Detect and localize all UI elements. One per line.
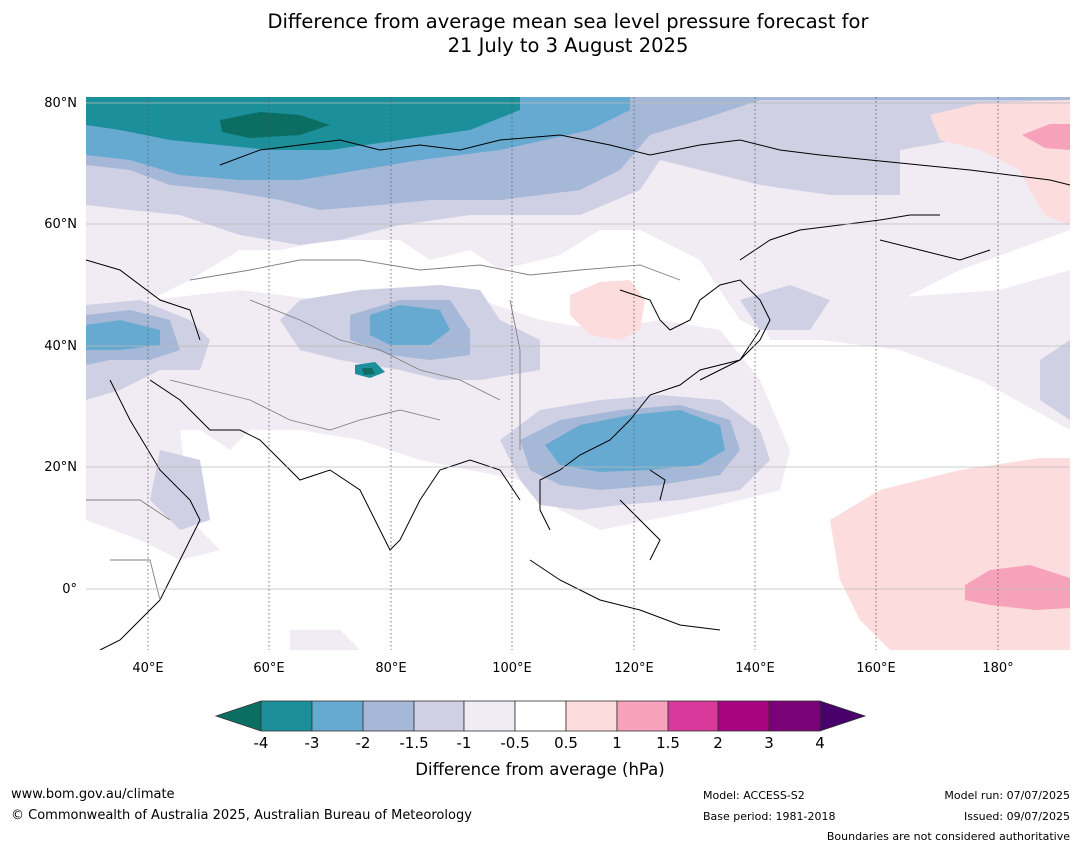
lat-tick-label: 60°N [44, 217, 77, 232]
title-line-1: Difference from average mean sea level p… [267, 10, 869, 33]
colorbar-swatch [667, 700, 719, 732]
chart-title: Difference from average mean sea level p… [0, 10, 1081, 58]
colorbar-swatch [362, 700, 415, 732]
colorbar-title: Difference from average (hPa) [415, 760, 664, 779]
colorbar-swatch [311, 700, 364, 732]
title-line-2: 21 July to 3 August 2025 [447, 34, 689, 57]
pressure-anomaly-map: 80°N 60°N 40°N 20°N 0° 40°E 60°E 80°E 10… [44, 96, 1070, 779]
colorbar-tick-label: -0.5 [500, 734, 529, 752]
colorbar-tick-labels: -4 -3 -2 -1.5 -1 -0.5 0.5 1 1.5 2 3 4 [254, 734, 825, 752]
colorbar-swatch [514, 700, 567, 732]
colorbar-swatch [717, 700, 770, 732]
colorbar-tick-label: 0.5 [554, 734, 578, 752]
colorbar-tick-label: 2 [713, 734, 723, 752]
lon-tick-label: 80°E [375, 661, 406, 676]
colorbar-tick-label: -1 [457, 734, 472, 752]
base-period-label: Base period: 1981-2018 [703, 810, 836, 823]
colorbar-swatch [616, 700, 669, 732]
lon-tick-label: 140°E [735, 661, 775, 676]
colorbar-swatch [413, 700, 465, 732]
colorbar-tick-label: -4 [254, 734, 269, 752]
lon-tick-label: 160°E [856, 661, 896, 676]
colorbar-tick-label: 4 [815, 734, 825, 752]
lon-tick-label: 60°E [253, 661, 284, 676]
lon-tick-label: 100°E [492, 661, 532, 676]
colorbar-swatch [768, 700, 821, 732]
lon-tick-label: 120°E [614, 661, 654, 676]
lat-tick-label: 20°N [44, 460, 77, 475]
colorbar-tick-label: -2 [356, 734, 371, 752]
longitude-tick-labels: 40°E 60°E 80°E 100°E 120°E 140°E 160°E 1… [132, 661, 1013, 676]
lat-tick-label: 80°N [44, 96, 77, 111]
colorbar-tick-label: 3 [764, 734, 774, 752]
anomaly-plus-1-region [965, 124, 1070, 610]
latitude-tick-labels: 80°N 60°N 40°N 20°N 0° [44, 96, 77, 597]
longitude-lines [147, 97, 999, 650]
country-borders [86, 259, 681, 601]
colorbar-high-extension [819, 700, 867, 732]
colorbar-tick-label: 1 [612, 734, 622, 752]
colorbar-tick-label: -1.5 [399, 734, 428, 752]
colorbar-swatch [463, 700, 516, 732]
colorbar-low-extension [214, 700, 262, 732]
latitude-lines [86, 102, 1070, 590]
colorbar-swatch [565, 700, 618, 732]
lat-tick-label: 0° [62, 582, 77, 597]
lat-tick-label: 40°N [44, 339, 77, 354]
model-run-label: Model run: 07/07/2025 [944, 789, 1070, 802]
colorbar [214, 700, 867, 732]
colorbar-swatch [260, 700, 313, 732]
website-link[interactable]: www.bom.gov.au/climate [11, 787, 175, 802]
lon-tick-label: 180° [982, 661, 1013, 676]
issued-date-label: Issued: 09/07/2025 [963, 810, 1070, 823]
graticule [86, 97, 1070, 650]
copyright-notice: © Commonwealth of Australia 2025, Austra… [11, 808, 472, 823]
colorbar-tick-label: 1.5 [656, 734, 680, 752]
map-panel [86, 97, 1070, 650]
boundaries-disclaimer: Boundaries are not considered authoritat… [826, 830, 1070, 843]
anomaly-below-minus-4-region [220, 112, 375, 375]
lon-tick-label: 40°E [132, 661, 163, 676]
model-label: Model: ACCESS-S2 [703, 789, 805, 802]
colorbar-tick-label: -3 [305, 734, 320, 752]
